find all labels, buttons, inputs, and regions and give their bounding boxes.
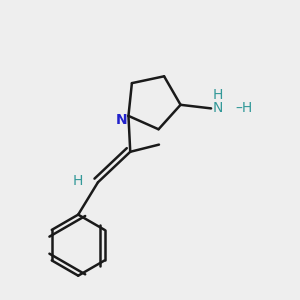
- Text: H: H: [212, 88, 223, 102]
- Text: N: N: [116, 113, 128, 127]
- Text: –H: –H: [236, 101, 253, 116]
- Text: N: N: [212, 101, 223, 116]
- Text: H: H: [73, 173, 83, 188]
